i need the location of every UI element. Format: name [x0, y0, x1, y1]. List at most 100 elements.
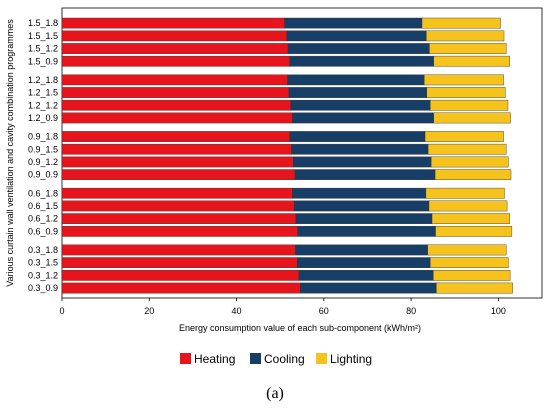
bar-cooling-1.2_1.5 — [288, 87, 428, 98]
bar-heating-0.3_1.8 — [61, 244, 296, 256]
category-label: 1.5_0.9 — [28, 56, 58, 66]
bar-heating-0.9_1.2 — [61, 156, 294, 168]
bar-heating-1.2_1.2 — [61, 99, 291, 111]
bar-lighting-1.5_1.8 — [421, 17, 501, 29]
bar-cooling-0.3_1.5 — [297, 257, 431, 269]
x-tick-label: 100 — [491, 306, 506, 316]
bar-heating-1.2_0.9 — [61, 112, 293, 124]
x-tick-label: 60 — [319, 306, 329, 316]
bar-lighting-0.3_1.5 — [430, 257, 509, 269]
bar-lighting-0.9_1.2 — [430, 156, 509, 168]
bar-lighting-0.9_0.9 — [434, 169, 512, 181]
bar-heating-0.6_1.5 — [61, 200, 295, 212]
bar-cooling-0.6_1.2 — [295, 213, 433, 225]
bar-cooling-1.5_0.9 — [289, 55, 434, 67]
bar-cooling-1.5_1.2 — [287, 43, 430, 54]
bars-layer — [61, 17, 513, 294]
bar-heating-1.2_1.5 — [61, 87, 290, 98]
legend-label-lighting: Lighting — [330, 352, 372, 366]
x-tick-label: 20 — [144, 306, 154, 316]
bar-heating-1.5_0.9 — [61, 55, 290, 67]
bar-cooling-1.2_0.9 — [292, 112, 434, 124]
legend-swatch-cooling — [250, 353, 261, 364]
bar-lighting-0.6_1.8 — [425, 187, 505, 199]
category-label: 1.5_1.8 — [28, 18, 58, 28]
legend-swatch-heating — [180, 353, 191, 364]
bar-lighting-1.5_1.5 — [426, 30, 505, 42]
bar-lighting-0.6_0.9 — [435, 225, 513, 237]
bar-lighting-0.3_1.8 — [427, 244, 507, 256]
bar-lighting-1.2_1.8 — [423, 74, 504, 86]
x-tick-label: 0 — [59, 306, 64, 316]
bar-heating-0.6_1.2 — [61, 213, 297, 225]
category-label: 0.3_0.9 — [28, 283, 58, 293]
bar-cooling-1.5_1.8 — [284, 17, 423, 29]
category-label: 0.6_0.9 — [28, 226, 58, 236]
bar-cooling-0.3_1.8 — [295, 244, 428, 256]
bar-heating-0.3_1.2 — [61, 270, 300, 281]
legend-label-heating: Heating — [194, 352, 235, 366]
bar-heating-0.9_1.8 — [61, 131, 290, 142]
panel-label: (a) — [266, 385, 284, 402]
bar-lighting-0.9_1.5 — [427, 143, 507, 155]
legend: Heating Cooling Lighting — [180, 352, 372, 366]
category-label: 0.9_1.5 — [28, 144, 58, 154]
bar-lighting-1.2_0.9 — [433, 112, 511, 124]
bar-cooling-1.2_1.2 — [290, 99, 431, 111]
bar-cooling-0.9_1.2 — [293, 156, 432, 168]
bar-lighting-0.3_0.9 — [436, 282, 513, 294]
y-axis-title: Various curtain wall ventilation and cav… — [5, 19, 15, 287]
bar-heating-0.6_1.8 — [61, 187, 293, 199]
category-labels: 1.5_1.8 1.5_1.5 1.5_1.2 1.5_0.9 1.2_1.8 1.2_1… — [28, 18, 58, 293]
legend-label-cooling: Cooling — [264, 352, 305, 366]
bar-lighting-0.9_1.8 — [424, 131, 504, 142]
category-label: 0.9_1.2 — [28, 157, 58, 167]
x-tick-label: 80 — [406, 306, 416, 316]
bar-cooling-1.5_1.5 — [286, 30, 427, 42]
category-label: 0.3_1.8 — [28, 245, 58, 255]
bar-cooling-0.3_1.2 — [298, 270, 434, 281]
bar-lighting-0.3_1.2 — [433, 270, 511, 281]
bar-heating-1.5_1.5 — [61, 30, 287, 42]
category-label: 0.6_1.5 — [28, 201, 58, 211]
bar-cooling-0.6_1.5 — [293, 200, 430, 212]
bar-cooling-0.3_0.9 — [300, 282, 437, 294]
bar-cooling-1.2_1.8 — [287, 74, 425, 86]
bar-lighting-1.2_1.2 — [430, 99, 509, 111]
bar-heating-0.9_1.5 — [61, 143, 292, 155]
x-axis-title: Energy consumption value of each sub-com… — [179, 323, 421, 333]
category-label: 0.9_0.9 — [28, 170, 58, 180]
category-label: 1.2_1.8 — [28, 75, 58, 85]
bar-cooling-0.9_1.5 — [291, 143, 429, 155]
x-tick-label: 40 — [232, 306, 242, 316]
category-label: 0.6_1.2 — [28, 214, 58, 224]
bar-cooling-0.6_0.9 — [297, 225, 436, 237]
category-label: 0.6_1.8 — [28, 188, 58, 198]
bar-lighting-1.5_1.2 — [429, 43, 507, 54]
bar-heating-0.6_0.9 — [61, 225, 298, 237]
category-label: 1.5_1.2 — [28, 44, 58, 54]
bar-lighting-0.6_1.2 — [431, 213, 510, 225]
legend-swatch-lighting — [316, 353, 327, 364]
bar-cooling-0.9_0.9 — [294, 169, 436, 181]
bar-lighting-1.2_1.5 — [426, 87, 506, 98]
bar-heating-0.9_0.9 — [61, 169, 296, 181]
bar-lighting-0.6_1.5 — [428, 200, 508, 212]
category-label: 0.3_1.2 — [28, 270, 58, 280]
category-label: 1.5_1.5 — [28, 31, 58, 41]
x-axis-ticks: 0 20 40 60 80 100 — [59, 298, 506, 316]
bar-lighting-1.5_0.9 — [433, 55, 510, 67]
bar-heating-0.3_0.9 — [61, 282, 301, 294]
category-label: 0.9_1.8 — [28, 132, 58, 142]
bar-cooling-0.6_1.8 — [292, 187, 427, 199]
category-label: 0.3_1.5 — [28, 258, 58, 268]
bar-heating-1.5_1.2 — [61, 43, 289, 54]
category-label: 1.2_1.5 — [28, 88, 58, 98]
bar-heating-1.2_1.8 — [61, 74, 288, 86]
bar-heating-0.3_1.5 — [61, 257, 298, 269]
category-label: 1.2_1.2 — [28, 100, 58, 110]
bar-cooling-0.9_1.8 — [289, 131, 426, 142]
category-label: 1.2_0.9 — [28, 113, 58, 123]
bar-heating-1.5_1.8 — [61, 17, 285, 29]
